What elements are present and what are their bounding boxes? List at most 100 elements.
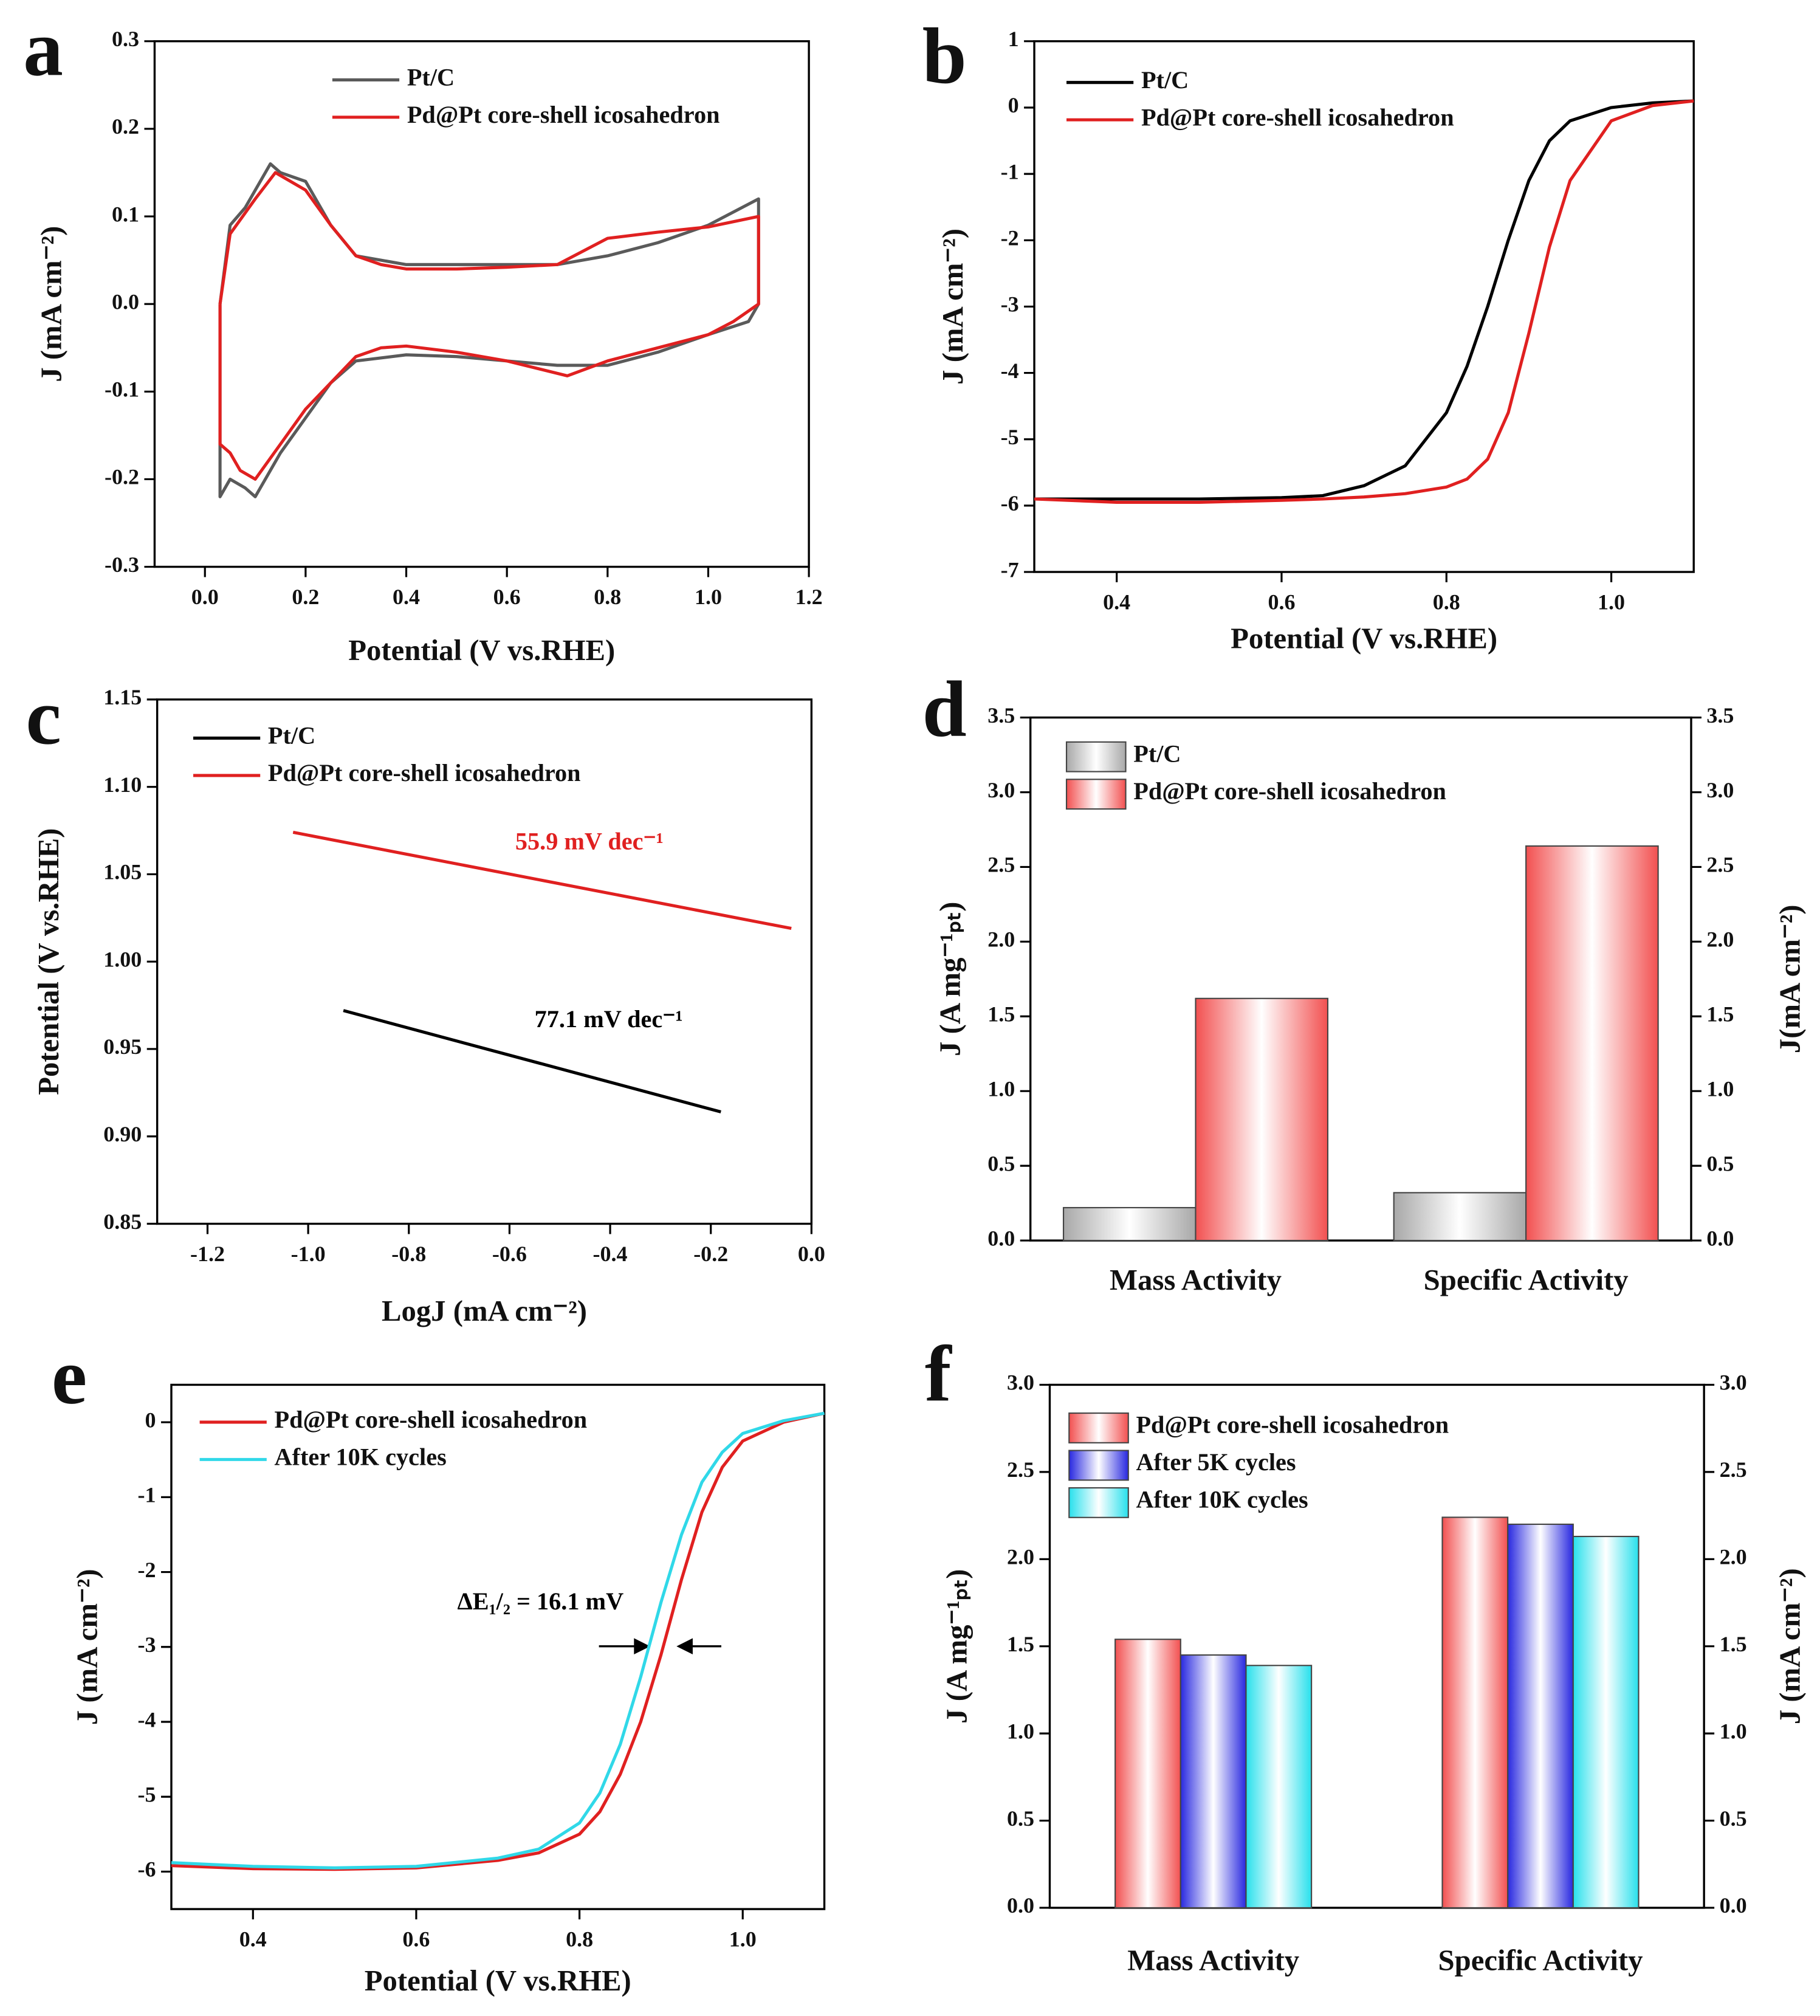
y2-tick-label: 0.0 — [1706, 1226, 1734, 1250]
y-tick-label: -6 — [1001, 491, 1019, 515]
x-tick-label: 0.6 — [402, 1927, 430, 1951]
series-line — [171, 1411, 825, 1870]
panel-letter: f — [925, 1330, 953, 1418]
y-tick-label: 1.5 — [1007, 1632, 1034, 1656]
y-tick-label: 1.10 — [103, 772, 142, 797]
y-tick-label: 0.2 — [112, 114, 139, 139]
bar — [1195, 997, 1329, 1242]
y-tick-label: -4 — [138, 1707, 156, 1732]
x-tick-label: 0.6 — [493, 585, 521, 609]
y-tick-label: 0.95 — [103, 1034, 142, 1059]
y-tick-label: 0 — [1008, 93, 1019, 117]
bar — [1245, 1665, 1313, 1909]
x-axis-label: Potential (V vs.RHE) — [348, 634, 615, 667]
x-tick-label: 0.4 — [1103, 590, 1130, 614]
y2-tick-label: 0.5 — [1706, 1151, 1734, 1175]
y-tick-label: -0.1 — [105, 377, 139, 402]
y-axis-label: J (mA cm⁻²) — [936, 229, 969, 385]
x-tick-label: 0.8 — [1433, 590, 1460, 614]
y-tick-label: 0.3 — [112, 27, 139, 51]
annotation: 77.1 mV dec⁻¹ — [535, 1005, 683, 1033]
y2-tick-label: 2.0 — [1706, 927, 1734, 952]
legend-swatch — [1068, 1450, 1129, 1481]
legend-label: Pd@Pt core-shell icosahedron — [1141, 103, 1454, 131]
x-tick-label: -0.8 — [391, 1242, 426, 1266]
panel: d 0.0 0.5 1.0 1.5 2.0 2.5 3.0 3.5 0.0 0.5 1.0 1.5 2.0… — [922, 666, 1807, 1296]
x-tick-label: 1.2 — [795, 585, 823, 609]
series-line — [171, 1411, 825, 1871]
series-line — [1034, 99, 1694, 501]
y-tick-label: -1 — [138, 1483, 156, 1507]
x-tick-label: -0.6 — [492, 1242, 527, 1266]
category-label: Mass Activity — [1110, 1264, 1282, 1296]
x-tick-label: 1.0 — [1598, 590, 1625, 614]
panel-letter: d — [922, 666, 967, 754]
legend-swatch — [1065, 779, 1127, 810]
legend-label: Pt/C — [407, 64, 455, 91]
y-tick-label: 3.0 — [1007, 1371, 1034, 1395]
bar — [1525, 845, 1659, 1242]
x-tick-label: -0.2 — [693, 1242, 728, 1266]
y-tick-label: -6 — [138, 1857, 156, 1882]
category-label: Mass Activity — [1127, 1944, 1299, 1976]
y-tick-label: 2.5 — [987, 853, 1015, 877]
x-tick-label: 0.6 — [1268, 590, 1295, 614]
delta-arrows — [599, 1638, 721, 1655]
series-line — [343, 1009, 721, 1113]
y2-tick-label: 1.0 — [1720, 1719, 1747, 1743]
y-axis-label: Potential (V vs.RHE) — [32, 828, 65, 1095]
legend-label: After 10K cycles — [275, 1443, 447, 1471]
y-tick-label: -5 — [138, 1782, 156, 1806]
panel: b -7 -6 -5 -4 -3 -2 -1 0 1 0.4 0.6 0.8 1.0 Potential (… — [922, 12, 1695, 655]
x-tick-label: 0.8 — [594, 585, 621, 609]
y-tick-label: 2.0 — [987, 927, 1015, 952]
y-tick-label: 1.5 — [987, 1002, 1015, 1027]
bar — [1114, 1639, 1181, 1909]
y-tick-label: 1.0 — [987, 1076, 1015, 1101]
x-tick-label: 0.2 — [292, 585, 319, 609]
arrow-head — [634, 1638, 650, 1655]
y-axis-label: J (A mg⁻¹ₚₜ) — [934, 902, 967, 1056]
y-tick-label: 0.1 — [112, 202, 139, 226]
x-tick-label: 0.4 — [393, 585, 420, 609]
y-tick-label: -2 — [1001, 226, 1019, 250]
y-tick-label: -7 — [1001, 557, 1019, 582]
y-tick-label: 1.05 — [103, 860, 142, 884]
y2-axis-label: J (mA cm⁻²) — [1774, 1568, 1807, 1724]
panel-letter: c — [26, 673, 61, 761]
y2-tick-label: 3.0 — [1720, 1371, 1747, 1395]
series-line — [218, 162, 760, 498]
y-tick-label: 0.5 — [987, 1151, 1015, 1175]
x-axis-label: Potential (V vs.RHE) — [1231, 622, 1497, 655]
legend-label: Pt/C — [268, 722, 315, 749]
y2-tick-label: 2.0 — [1720, 1545, 1747, 1569]
y2-tick-label: 0.0 — [1720, 1893, 1747, 1918]
y-tick-label: 0.85 — [103, 1209, 142, 1234]
plot-frame — [1029, 716, 1692, 1242]
y-axis-label: J (A mg⁻¹ₚₜ) — [940, 1569, 973, 1724]
y-tick-label: 0.0 — [987, 1226, 1015, 1250]
series-line — [1034, 99, 1694, 504]
legend-label: After 5K cycles — [1136, 1448, 1296, 1476]
legend-label: Pd@Pt core-shell icosahedron — [407, 101, 720, 128]
y2-axis-label: J(mA cm⁻²) — [1774, 904, 1807, 1053]
x-tick-label: 1.0 — [695, 585, 722, 609]
y-tick-label: 1 — [1008, 27, 1019, 51]
panel: e -6 -5 -4 -3 -2 -1 0 0.4 0.6 0.8 1.0 Potential (V v… — [52, 1333, 826, 1997]
legend-label: Pd@Pt core-shell icosahedron — [1133, 777, 1446, 805]
legend-swatch — [1068, 1412, 1129, 1443]
legend-label: Pt/C — [1133, 740, 1181, 767]
legend-label: Pd@Pt core-shell icosahedron — [268, 759, 581, 786]
y2-tick-label: 2.5 — [1720, 1457, 1747, 1482]
annotation: 55.9 mV dec⁻¹ — [515, 827, 664, 855]
y-tick-label: 0.0 — [1007, 1893, 1034, 1918]
x-tick-label: 1.0 — [729, 1927, 757, 1951]
y-tick-label: 1.00 — [103, 947, 142, 971]
y2-tick-label: 1.0 — [1706, 1076, 1734, 1101]
y-tick-label: -3 — [138, 1632, 156, 1657]
annotation: ΔE₁/₂ = 16.1 mV — [457, 1588, 623, 1615]
y2-tick-label: 3.5 — [1706, 703, 1734, 728]
x-tick-label: -0.4 — [593, 1242, 628, 1266]
series-line — [292, 830, 792, 931]
